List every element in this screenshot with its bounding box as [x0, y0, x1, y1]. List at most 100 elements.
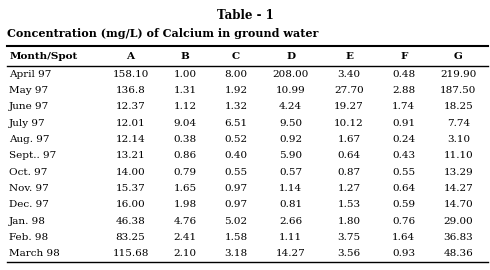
Text: F: F [400, 52, 407, 60]
Text: C: C [232, 52, 240, 60]
Text: 0.55: 0.55 [392, 168, 415, 177]
Text: 0.92: 0.92 [279, 135, 302, 144]
Text: 115.68: 115.68 [112, 249, 149, 258]
Text: 10.12: 10.12 [334, 119, 364, 128]
Text: 1.14: 1.14 [279, 184, 302, 193]
Text: 18.25: 18.25 [443, 102, 473, 112]
Text: 0.43: 0.43 [392, 151, 415, 160]
Text: 83.25: 83.25 [116, 233, 146, 242]
Text: 0.64: 0.64 [392, 184, 415, 193]
Text: 29.00: 29.00 [443, 217, 473, 226]
Text: 1.32: 1.32 [224, 102, 247, 112]
Text: 0.59: 0.59 [392, 200, 415, 209]
Text: 1.80: 1.80 [338, 217, 361, 226]
Text: 1.65: 1.65 [173, 184, 197, 193]
Text: 219.90: 219.90 [440, 70, 476, 79]
Text: 14.70: 14.70 [443, 200, 473, 209]
Text: D: D [286, 52, 295, 60]
Text: 2.66: 2.66 [279, 217, 302, 226]
Text: 3.18: 3.18 [224, 249, 247, 258]
Text: May 97: May 97 [9, 86, 49, 95]
Text: 1.92: 1.92 [224, 86, 247, 95]
Text: 3.40: 3.40 [338, 70, 361, 79]
Text: 1.12: 1.12 [173, 102, 197, 112]
Text: 14.00: 14.00 [116, 168, 146, 177]
Text: July 97: July 97 [9, 119, 46, 128]
Text: 0.40: 0.40 [224, 151, 247, 160]
Text: 1.98: 1.98 [173, 200, 197, 209]
Text: 0.38: 0.38 [173, 135, 197, 144]
Text: 0.48: 0.48 [392, 70, 415, 79]
Text: Sept.. 97: Sept.. 97 [9, 151, 56, 160]
Text: Oct. 97: Oct. 97 [9, 168, 48, 177]
Text: 0.64: 0.64 [338, 151, 361, 160]
Text: G: G [454, 52, 463, 60]
Text: 0.52: 0.52 [224, 135, 247, 144]
Text: 14.27: 14.27 [443, 184, 473, 193]
Text: 9.04: 9.04 [173, 119, 197, 128]
Text: 13.29: 13.29 [443, 168, 473, 177]
Text: 1.58: 1.58 [224, 233, 247, 242]
Text: 3.75: 3.75 [338, 233, 361, 242]
Text: 3.56: 3.56 [338, 249, 361, 258]
Text: 1.64: 1.64 [392, 233, 415, 242]
Text: 8.00: 8.00 [224, 70, 247, 79]
Text: 0.97: 0.97 [224, 200, 247, 209]
Text: 15.37: 15.37 [116, 184, 146, 193]
Text: Feb. 98: Feb. 98 [9, 233, 49, 242]
Text: 0.87: 0.87 [338, 168, 361, 177]
Text: 136.8: 136.8 [116, 86, 146, 95]
Text: 4.24: 4.24 [279, 102, 302, 112]
Text: 5.90: 5.90 [279, 151, 302, 160]
Text: March 98: March 98 [9, 249, 60, 258]
Text: 0.76: 0.76 [392, 217, 415, 226]
Text: 1.31: 1.31 [173, 86, 197, 95]
Text: Table - 1: Table - 1 [217, 9, 273, 22]
Text: 14.27: 14.27 [276, 249, 306, 258]
Text: 11.10: 11.10 [443, 151, 473, 160]
Text: 0.97: 0.97 [224, 184, 247, 193]
Text: 4.76: 4.76 [173, 217, 197, 226]
Text: 36.83: 36.83 [443, 233, 473, 242]
Text: 7.74: 7.74 [447, 119, 470, 128]
Text: April 97: April 97 [9, 70, 51, 79]
Text: 0.93: 0.93 [392, 249, 415, 258]
Text: 0.24: 0.24 [392, 135, 415, 144]
Text: 19.27: 19.27 [334, 102, 364, 112]
Text: Dec. 97: Dec. 97 [9, 200, 49, 209]
Text: Month/Spot: Month/Spot [9, 52, 77, 60]
Text: 16.00: 16.00 [116, 200, 146, 209]
Text: Aug. 97: Aug. 97 [9, 135, 50, 144]
Text: 3.10: 3.10 [447, 135, 470, 144]
Text: 0.57: 0.57 [279, 168, 302, 177]
Text: 2.10: 2.10 [173, 249, 197, 258]
Text: 6.51: 6.51 [224, 119, 247, 128]
Text: 46.38: 46.38 [116, 217, 146, 226]
Text: 1.74: 1.74 [392, 102, 415, 112]
Text: 0.91: 0.91 [392, 119, 415, 128]
Text: 5.02: 5.02 [224, 217, 247, 226]
Text: 2.41: 2.41 [173, 233, 197, 242]
Text: 0.81: 0.81 [279, 200, 302, 209]
Text: 10.99: 10.99 [276, 86, 306, 95]
Text: 208.00: 208.00 [272, 70, 309, 79]
Text: Nov. 97: Nov. 97 [9, 184, 49, 193]
Text: 1.53: 1.53 [338, 200, 361, 209]
Text: 48.36: 48.36 [443, 249, 473, 258]
Text: 0.86: 0.86 [173, 151, 197, 160]
Text: 12.01: 12.01 [116, 119, 146, 128]
Text: 1.11: 1.11 [279, 233, 302, 242]
Text: 1.00: 1.00 [173, 70, 197, 79]
Text: 13.21: 13.21 [116, 151, 146, 160]
Text: 12.37: 12.37 [116, 102, 146, 112]
Text: Jan. 98: Jan. 98 [9, 217, 46, 226]
Text: B: B [181, 52, 190, 60]
Text: 1.67: 1.67 [338, 135, 361, 144]
Text: 187.50: 187.50 [440, 86, 476, 95]
Text: 12.14: 12.14 [116, 135, 146, 144]
Text: E: E [345, 52, 353, 60]
Text: 0.55: 0.55 [224, 168, 247, 177]
Text: June 97: June 97 [9, 102, 49, 112]
Text: A: A [126, 52, 135, 60]
Text: 2.88: 2.88 [392, 86, 415, 95]
